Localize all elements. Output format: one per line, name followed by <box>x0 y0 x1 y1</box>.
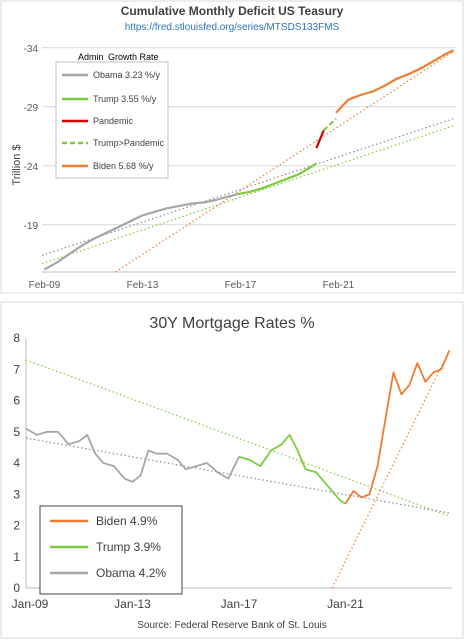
y-tick-label: 6 <box>13 394 20 408</box>
deficit-chart-title: Cumulative Monthly Deficit US Teasury <box>121 4 344 18</box>
y-tick-label: 7 <box>13 362 20 376</box>
legend-box <box>55 61 169 179</box>
legend-entry: Trump>Pandemic <box>62 138 164 148</box>
series-line-biden-4-9 <box>344 350 451 505</box>
legend-header-admin: Admin <box>78 52 104 62</box>
mortgage-chart-title: 30Y Mortgage Rates % <box>149 315 314 332</box>
y-tick-label: 4 <box>13 456 20 470</box>
y-tick-label: -24 <box>24 162 39 173</box>
trendline-trump-3-9 <box>25 359 450 517</box>
legend-label: Biden 4.9% <box>96 514 158 528</box>
y-tick-label: -19 <box>24 221 39 232</box>
series-line-pandemic <box>315 129 325 149</box>
mortgage-chart-y-ticks: 0 1 2 3 4 5 6 7 8 <box>13 331 20 595</box>
trendline-biden-5-68-y <box>115 50 454 273</box>
y-tick-label: 3 <box>13 487 20 501</box>
x-tick-label: Feb-13 <box>127 280 159 291</box>
legend-label: Trump 3.55 %/y <box>93 94 157 104</box>
y-tick-label: 1 <box>13 550 20 564</box>
series-line-trump-3-55-y <box>237 162 317 196</box>
deficit-chart-trendlines <box>41 50 454 273</box>
x-tick-label: Jan-13 <box>114 597 151 611</box>
x-tick-label: Feb-09 <box>29 280 61 291</box>
x-tick-label: Feb-17 <box>225 280 257 291</box>
legend-entry: Pandemic <box>62 116 134 126</box>
deficit-chart-legend: Admin Growth Rate Obama 3.23 %/y Trump 3… <box>55 52 169 179</box>
mortgage-chart: 30Y Mortgage Rates % 0 1 2 3 4 5 6 7 8 J… <box>0 301 464 639</box>
mortgage-chart-legend: Biden 4.9% Trump 3.9% Obama 4.2% <box>39 505 183 595</box>
legend-label: Trump 3.9% <box>96 540 161 554</box>
series-line-obama-3-23-y <box>43 193 239 271</box>
y-tick-label: 2 <box>13 519 20 533</box>
mortgage-chart-trendlines <box>25 350 450 589</box>
y-tick-label: -34 <box>24 44 39 55</box>
legend-entry: Biden 4.9% <box>50 514 158 528</box>
legend-label: Trump>Pandemic <box>93 138 164 148</box>
y-tick-label: 5 <box>13 425 20 439</box>
legend-label: Biden 5.68 %/y <box>93 161 154 171</box>
x-tick-label: Jan-17 <box>221 597 258 611</box>
series-line-obama-4-2 <box>25 427 240 483</box>
x-tick-label: Feb-21 <box>323 280 355 291</box>
legend-label: Pandemic <box>93 116 134 126</box>
legend-entry: Trump 3.55 %/y <box>62 94 157 104</box>
legend-header-growth-rate: Growth Rate <box>108 52 159 62</box>
y-tick-label: 8 <box>13 331 20 345</box>
trendline-trump-3-55-y <box>41 125 454 265</box>
legend-entry: Obama 3.23 %/y <box>62 70 161 80</box>
mortgage-chart-series <box>25 350 451 505</box>
series-line-biden-5-68-y <box>335 49 455 114</box>
trendline-biden-4-9 <box>331 350 450 589</box>
legend-label: Obama 4.2% <box>96 566 166 580</box>
mortgage-chart-source: Source: Federal Reserve Bank of St. Loui… <box>137 620 327 631</box>
deficit-chart-series <box>43 49 455 271</box>
legend-label: Obama 3.23 %/y <box>93 70 161 80</box>
legend-entry: Trump 3.9% <box>50 540 161 554</box>
deficit-chart-y-axis-label: Trillion $ <box>11 144 23 185</box>
x-tick-label: Jan-21 <box>327 597 364 611</box>
series-line-trump-3-9 <box>238 433 346 505</box>
deficit-chart-y-ticks: -34 -29 -24 -19 <box>24 44 39 232</box>
deficit-chart-source-link[interactable]: https://fred.stlouisfed.org/series/MTSDS… <box>125 22 340 33</box>
deficit-chart: Cumulative Monthly Deficit US Teasury ht… <box>0 0 464 294</box>
deficit-chart-x-ticks: Feb-09 Feb-13 Feb-17 Feb-21 <box>29 280 355 291</box>
y-tick-label: -29 <box>24 103 39 114</box>
legend-entry: Obama 4.2% <box>50 566 166 580</box>
x-tick-label: Jan-09 <box>12 597 49 611</box>
mortgage-chart-x-ticks: Jan-09 Jan-13 Jan-17 Jan-21 <box>12 597 365 611</box>
legend-entry: Biden 5.68 %/y <box>62 161 154 171</box>
series-line-trump-pandemic <box>322 117 337 132</box>
y-tick-label: 0 <box>13 581 20 595</box>
trendline-obama-3-23-y <box>41 118 454 257</box>
